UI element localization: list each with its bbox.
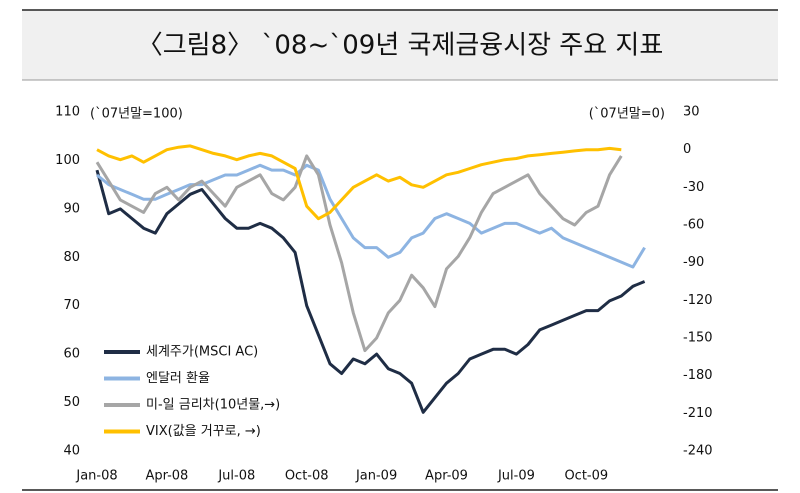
y-tick-label: 110 xyxy=(55,105,80,120)
y-tick-label: 80 xyxy=(63,250,80,265)
series-line xyxy=(95,154,623,353)
y2-tick-label: 0 xyxy=(683,142,691,157)
y2-tick-label: -90 xyxy=(683,255,704,270)
y2-tick-label: -120 xyxy=(683,293,713,308)
y-tick-label: 60 xyxy=(63,347,80,362)
y2-tick-label: -210 xyxy=(683,406,713,421)
series-line xyxy=(96,144,622,221)
x-tick-label: Oct-08 xyxy=(285,469,329,484)
y-tick-label: 100 xyxy=(55,153,80,168)
x-tick-label: Oct-09 xyxy=(564,469,608,484)
x-tick-label: Jan-09 xyxy=(355,469,397,484)
y-tick-label: 70 xyxy=(63,298,80,313)
y-tick-label: 90 xyxy=(63,201,80,216)
legend-label: 세계주가(MSCI AC) xyxy=(146,345,258,360)
x-tick-label: Apr-08 xyxy=(145,469,188,484)
y2-tick-label: -240 xyxy=(683,444,713,459)
y2-tick-label: -60 xyxy=(683,218,704,233)
legend-label: VIX(값을 거꾸로, →) xyxy=(146,424,261,439)
chart-title: 〈그림8〉 `08~`09년 국제금융시장 주요 지표 xyxy=(137,31,664,61)
x-tick-label: Apr-09 xyxy=(425,469,468,484)
y-tick-label: 50 xyxy=(63,395,80,410)
title-banner xyxy=(22,10,778,80)
series-line xyxy=(95,169,646,414)
x-tick-label: Jan-08 xyxy=(75,469,117,484)
y2-axis-label: (`07년말=0) xyxy=(589,107,665,122)
x-tick-label: Jul-09 xyxy=(497,469,535,484)
y-tick-label: 40 xyxy=(63,444,80,459)
y2-tick-label: -30 xyxy=(683,180,704,195)
y2-tick-label: -150 xyxy=(683,331,713,346)
legend-label: 엔달러 환율 xyxy=(146,371,210,386)
y2-tick-label: -180 xyxy=(683,368,713,383)
y2-tick-label: 30 xyxy=(683,105,700,120)
series-line xyxy=(96,163,646,269)
y-axis-label: (`07년말=100) xyxy=(90,107,183,122)
x-tick-label: Jul-08 xyxy=(217,469,255,484)
legend-label: 미-일 금리차(10년물,→) xyxy=(146,398,280,413)
